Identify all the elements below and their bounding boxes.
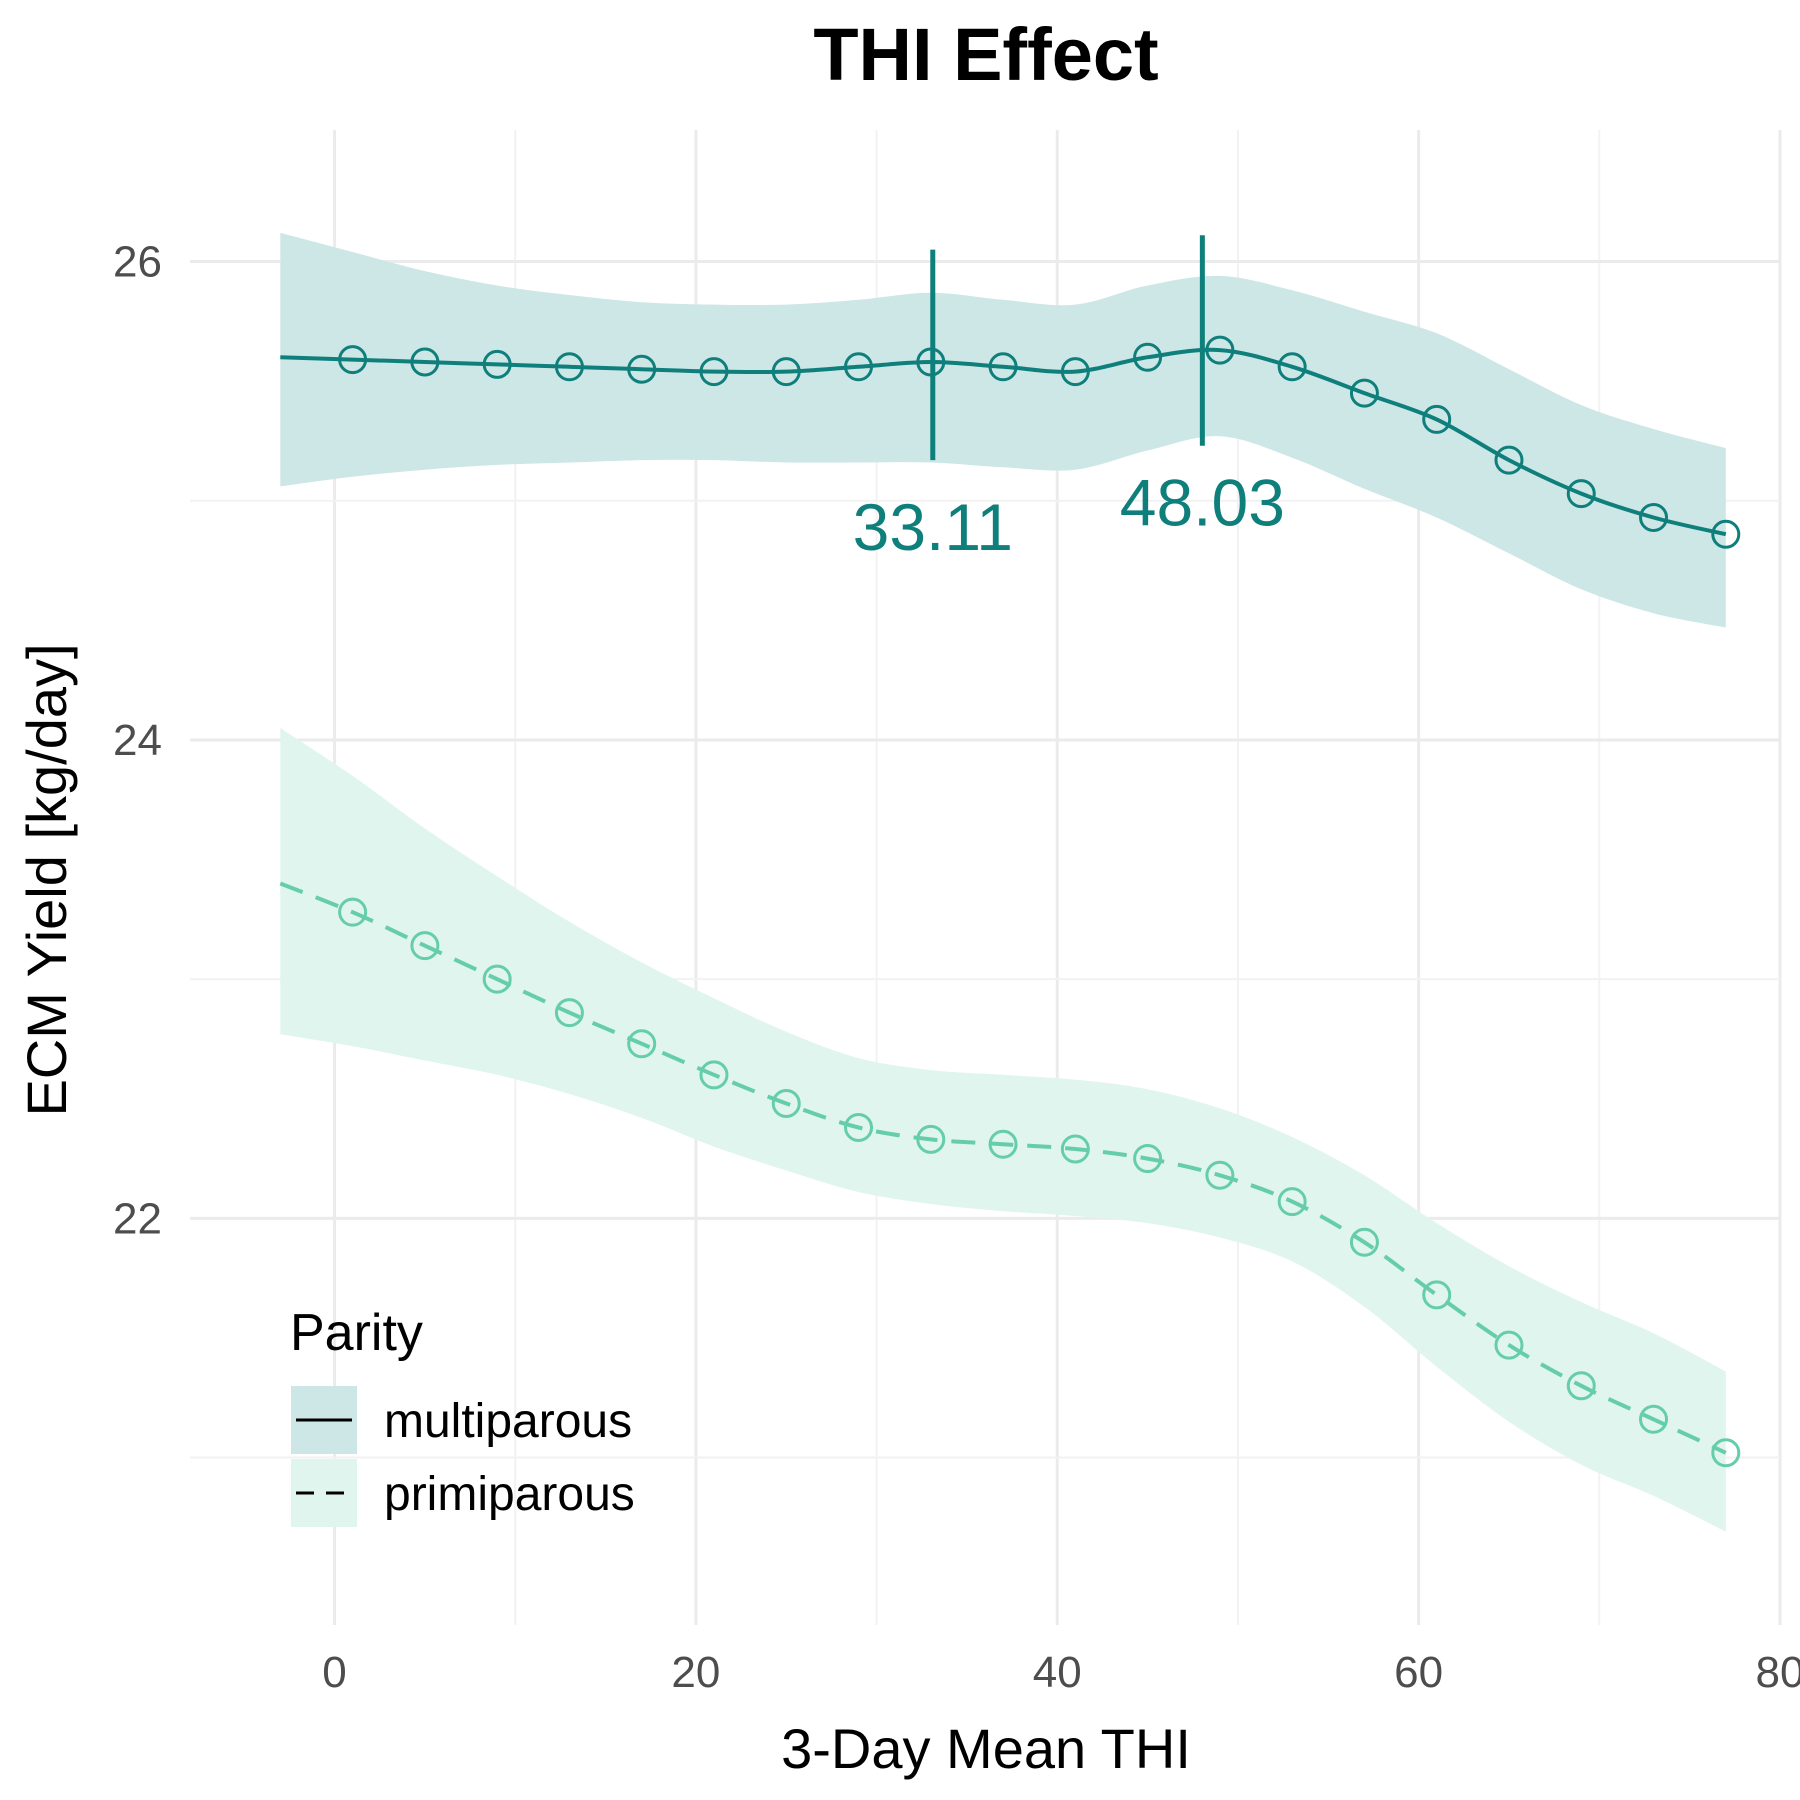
multiparous-point: [844, 352, 874, 382]
chart-title: THI Effect: [813, 13, 1158, 96]
y-tick-label: 26: [113, 238, 162, 287]
multiparous-point: [988, 352, 1018, 382]
x-tick-label: 20: [671, 1648, 720, 1697]
primiparous-point: [338, 897, 368, 927]
multiparous-line: [280, 347, 1727, 537]
annotation-label: 33.11: [853, 490, 1013, 564]
primiparous-point: [916, 1124, 946, 1154]
legend: Parity multiparous primiparous: [290, 1304, 635, 1527]
primiparous-point: [844, 1112, 874, 1142]
x-tick-label: 80: [1756, 1648, 1800, 1697]
multiparous-point: [1277, 352, 1307, 382]
multiparous-point: [1494, 445, 1524, 475]
legend-title: Parity: [290, 1304, 423, 1362]
multiparous-point: [1060, 357, 1090, 387]
y-axis-ticks: 22 24 26: [113, 238, 162, 1244]
multiparous-point: [1422, 404, 1452, 434]
multiparous-point: [554, 352, 584, 382]
primiparous-point: [1133, 1144, 1163, 1174]
primiparous-legend-label: primiparous: [384, 1468, 635, 1521]
primiparous-point: [482, 964, 512, 994]
primiparous-line: [279, 881, 1727, 1455]
multiparous-point: [771, 357, 801, 387]
multiparous-point: [699, 357, 729, 387]
multiparous-point: [1133, 342, 1163, 372]
series-points: [338, 335, 1741, 1468]
multiparous-point: [1639, 503, 1669, 533]
primiparous-point: [1494, 1330, 1524, 1360]
multiparous-point: [1205, 335, 1235, 365]
primiparous-point: [771, 1089, 801, 1119]
multiparous-point: [1566, 479, 1596, 509]
primiparous-point: [1711, 1438, 1741, 1468]
primiparous-point: [988, 1129, 1018, 1159]
primiparous-point: [1277, 1187, 1307, 1217]
multiparous-point: [338, 345, 368, 375]
primiparous-point: [1205, 1160, 1235, 1190]
primiparous-point: [554, 998, 584, 1028]
primiparous-point: [627, 1029, 657, 1059]
multiparous-point: [482, 349, 512, 379]
primiparous-point: [1060, 1134, 1090, 1164]
multiparous-legend-label: multiparous: [384, 1395, 632, 1448]
multiparous-point: [627, 354, 657, 384]
threshold-annotations: 33.11 48.03: [853, 235, 1285, 564]
primiparous-point: [1349, 1227, 1379, 1257]
x-tick-label: 40: [1033, 1648, 1082, 1697]
x-tick-label: 60: [1394, 1648, 1443, 1697]
primiparous-point: [699, 1060, 729, 1090]
y-tick-label: 24: [113, 716, 162, 765]
multiparous-confidence-band: [280, 232, 1726, 628]
primiparous-point: [1639, 1404, 1669, 1434]
y-tick-label: 22: [113, 1194, 162, 1243]
x-tick-label: 0: [322, 1648, 346, 1697]
series-lines: [279, 347, 1727, 1455]
annotation-label: 48.03: [1120, 466, 1285, 540]
x-axis-ticks: 0 20 40 60 80: [322, 1648, 1800, 1697]
multiparous-point: [410, 347, 440, 377]
y-axis-title: ECM Yield [kg/day]: [15, 643, 78, 1116]
primiparous-point: [1566, 1371, 1596, 1401]
primiparous-point: [410, 931, 440, 961]
multiparous-point: [1711, 519, 1741, 549]
multiparous-point: [1349, 378, 1379, 408]
x-axis-title: 3-Day Mean THI: [781, 1717, 1191, 1780]
primiparous-point: [1422, 1280, 1452, 1310]
